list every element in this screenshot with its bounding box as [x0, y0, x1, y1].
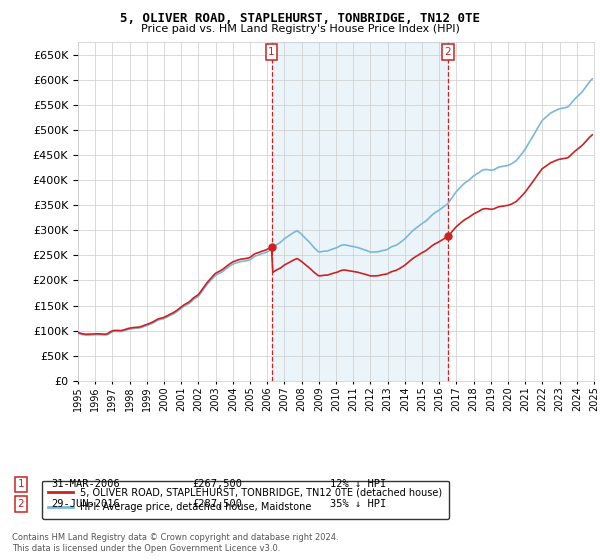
Text: £287,500: £287,500 [192, 499, 242, 509]
Text: Price paid vs. HM Land Registry's House Price Index (HPI): Price paid vs. HM Land Registry's House … [140, 24, 460, 34]
Text: 2: 2 [17, 499, 25, 509]
Text: 35% ↓ HPI: 35% ↓ HPI [330, 499, 386, 509]
Text: 2: 2 [445, 47, 451, 57]
Text: 12% ↓ HPI: 12% ↓ HPI [330, 479, 386, 489]
Text: £267,500: £267,500 [192, 479, 242, 489]
Bar [271, 42, 448, 381]
Text: 31-MAR-2006: 31-MAR-2006 [51, 479, 120, 489]
Legend: 5, OLIVER ROAD, STAPLEHURST, TONBRIDGE, TN12 0TE (detached house), HPI: Average : 5, OLIVER ROAD, STAPLEHURST, TONBRIDGE, … [41, 480, 449, 519]
Text: Contains HM Land Registry data © Crown copyright and database right 2024.
This d: Contains HM Land Registry data © Crown c… [12, 533, 338, 553]
Text: 1: 1 [17, 479, 25, 489]
Text: 5, OLIVER ROAD, STAPLEHURST, TONBRIDGE, TN12 0TE: 5, OLIVER ROAD, STAPLEHURST, TONBRIDGE, … [120, 12, 480, 25]
Text: 29-JUN-2016: 29-JUN-2016 [51, 499, 120, 509]
Text: 1: 1 [268, 47, 275, 57]
